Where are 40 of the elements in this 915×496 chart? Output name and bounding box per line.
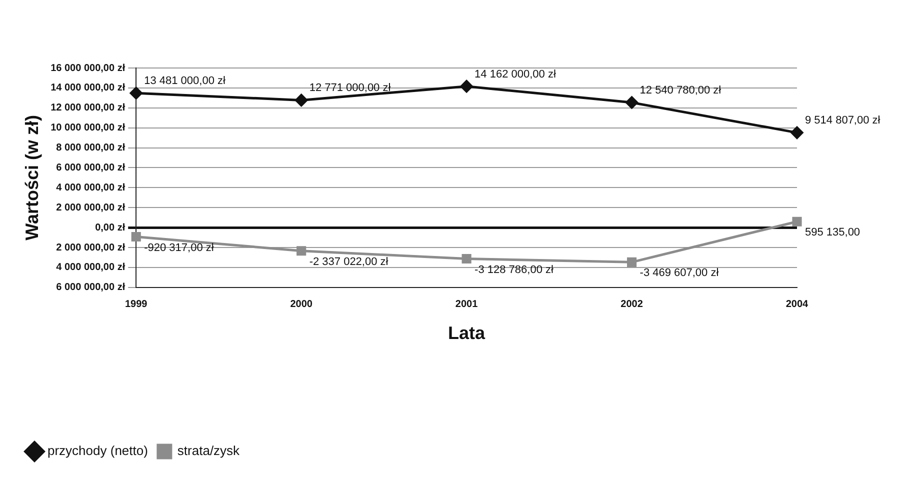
point — [131, 232, 141, 242]
x-tick-label: 2004 — [786, 299, 809, 310]
y-tick-label: 2 000 000,00 zł — [56, 242, 126, 254]
x-axis-title: Lata — [448, 323, 486, 344]
y-tick-label: 10 000 000,00 zł — [50, 122, 126, 134]
data-label: 14 162 000,00 zł — [474, 68, 556, 80]
y-tick-label: 4 000 000,00 zł — [56, 182, 126, 194]
data-label: -3 128 786,00 zł — [474, 264, 554, 276]
x-tick-label: 2001 — [455, 299, 478, 310]
point — [626, 96, 638, 109]
x-tick-label: 2000 — [290, 299, 313, 310]
y-tick-label: 8 000 000,00 zł — [56, 142, 126, 154]
y-tick-label: 0,00 zł — [95, 222, 126, 234]
data-label: 12 771 000,00 zł — [309, 82, 392, 94]
point — [790, 126, 804, 139]
data-label: 595 135,00 — [805, 226, 860, 239]
y-tick-label: 12 000 000,00 zł — [50, 102, 126, 114]
point — [295, 94, 308, 106]
legend-label: przychody (netto) — [48, 443, 148, 458]
data-label: 13 481 000,00 zł — [144, 75, 226, 88]
x-tick-label: 1999 — [124, 299, 148, 310]
y-tick-label: 16 000 000,00 zł — [50, 62, 126, 74]
y-axis-title: Wartości (w zł) — [22, 115, 42, 240]
data-label: -2 337 022,00 zł — [309, 256, 389, 268]
point — [626, 257, 637, 267]
y-tick-label: 4 000 000,00 zł — [56, 262, 126, 274]
point — [296, 246, 306, 256]
data-label: -920 317,00 zł — [144, 242, 214, 254]
legend-label: strata/zysk — [177, 443, 240, 458]
data-label: 9 514 807,00 zł — [805, 114, 881, 127]
point — [460, 80, 473, 93]
y-tick-label: 6 000 000,00 zł — [56, 282, 126, 294]
data-label: 12 540 780,00 zł — [640, 84, 722, 97]
point — [462, 254, 472, 264]
y-tick-label: 6 000 000,00 zł — [56, 162, 126, 174]
y-tick-label: 14 000 000,00 zł — [50, 82, 126, 94]
point — [792, 216, 802, 226]
data-label: -3 469 607,00 zł — [640, 267, 720, 280]
x-tick-label: 2002 — [620, 299, 644, 310]
y-tick-label: 2 000 000,00 zł — [56, 202, 126, 214]
